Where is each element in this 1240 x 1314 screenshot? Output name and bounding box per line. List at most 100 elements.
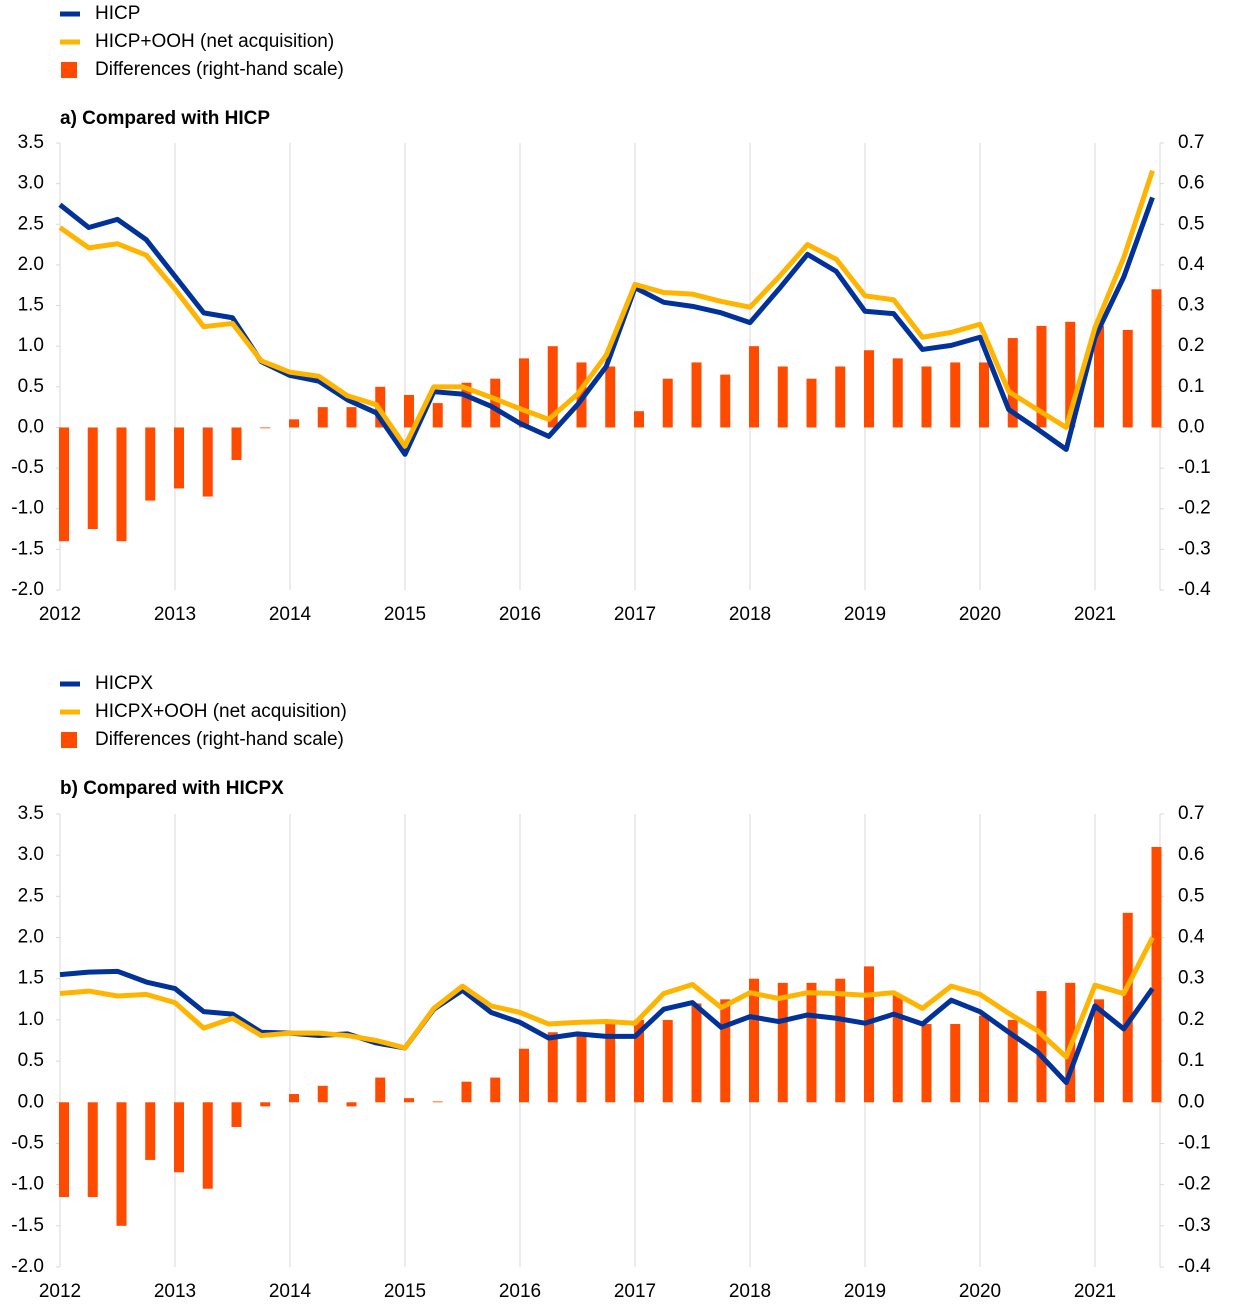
x-tick-label: 2020: [959, 1281, 1001, 1302]
bar: [777, 366, 788, 428]
bar: [662, 378, 673, 428]
x-tick-label: 2018: [729, 604, 771, 625]
y2-tick-label: 0.6: [1178, 844, 1204, 865]
bar: [174, 427, 184, 489]
y2-tick-label: 0.3: [1178, 968, 1204, 989]
bar: [87, 427, 98, 530]
y-tick-label: -1.5: [11, 1215, 44, 1236]
y-tick-label: 2.0: [18, 927, 44, 948]
bar: [289, 419, 299, 428]
bar: [59, 1102, 69, 1197]
bar: [260, 1102, 271, 1107]
legend-label: Differences (right-hand scale): [95, 59, 344, 80]
x-tick-label: 2012: [39, 604, 81, 625]
bar: [720, 374, 731, 428]
x-tick-label: 2021: [1074, 1281, 1116, 1302]
y2-tick-label: 0.2: [1178, 1009, 1204, 1030]
bar: [404, 394, 414, 428]
y2-tick-label: -0.2: [1178, 498, 1211, 519]
bar: [921, 366, 932, 428]
x-tick-label: 2021: [1074, 604, 1116, 625]
bar: [720, 999, 731, 1103]
x-tick-label: 2016: [499, 604, 541, 625]
y2-tick-label: 0.6: [1178, 173, 1204, 194]
bar: [519, 1048, 529, 1103]
bar: [892, 358, 903, 428]
line: [59, 968, 1155, 1086]
bar: [231, 1102, 242, 1127]
bar: [1122, 912, 1133, 1103]
bar: [346, 407, 357, 428]
bar: [835, 978, 846, 1103]
bar: [749, 978, 759, 1103]
y-tick-label: -1.5: [11, 538, 44, 559]
chart-title: a) Compared with HICP: [60, 108, 270, 129]
bar: [979, 362, 989, 428]
bar: [1094, 325, 1104, 428]
y2-tick-label: -0.3: [1178, 1215, 1211, 1236]
bar: [145, 1102, 156, 1160]
y2-tick-label: 0.7: [1178, 803, 1204, 824]
y2-tick-label: 0.0: [1178, 416, 1204, 437]
line: [58, 169, 1155, 449]
bar: [921, 1024, 932, 1103]
bar: [231, 427, 242, 460]
x-tick-label: 2015: [384, 1281, 426, 1302]
x-tick-label: 2016: [499, 1281, 541, 1302]
bar: [576, 362, 587, 428]
bar: [490, 378, 501, 428]
x-tick-label: 2015: [384, 604, 426, 625]
bar: [59, 427, 69, 542]
y2-tick-label: 0.3: [1178, 295, 1204, 316]
y-tick-label: 3.0: [18, 173, 44, 194]
bar: [691, 362, 702, 428]
bar: [864, 966, 874, 1103]
chart-title: b) Compared with HICPX: [60, 778, 284, 799]
x-tick-label: 2019: [844, 1281, 886, 1302]
bar: [950, 1024, 961, 1103]
line: [59, 936, 1155, 1060]
bar: [691, 1003, 702, 1103]
bar: [806, 378, 817, 428]
legend-label: HICPX+OOH (net acquisition): [95, 701, 347, 722]
bar: [547, 346, 558, 428]
y-tick-label: 1.0: [18, 1009, 44, 1030]
bar: [116, 427, 127, 542]
bar: [892, 995, 903, 1103]
y-tick-label: 2.5: [18, 213, 44, 234]
y-tick-label: 0.0: [18, 1091, 44, 1112]
y-tick-label: 1.5: [18, 295, 44, 316]
y2-tick-label: 0.7: [1178, 132, 1204, 153]
legend-label: Differences (right-hand scale): [95, 729, 344, 750]
bar: [1036, 325, 1047, 428]
y-tick-label: 0.5: [18, 376, 44, 397]
bar: [1007, 338, 1018, 428]
bar: [605, 1019, 616, 1103]
y-tick-label: 3.0: [18, 844, 44, 865]
bar: [490, 1077, 501, 1103]
bar: [87, 1102, 98, 1197]
bar: [317, 1085, 328, 1103]
bar: [950, 362, 961, 428]
legend-label: HICPX: [95, 673, 153, 694]
x-tick-label: 2013: [154, 604, 196, 625]
legend-swatch: [61, 62, 77, 78]
y-tick-label: -2.0: [11, 1256, 44, 1277]
y2-tick-label: 0.5: [1178, 213, 1204, 234]
y2-tick-label: 0.1: [1178, 376, 1204, 397]
bar: [461, 382, 472, 428]
bar: [1122, 329, 1133, 428]
y2-tick-label: -0.4: [1178, 1256, 1211, 1277]
y2-tick-label: 0.5: [1178, 885, 1204, 906]
y2-tick-label: -0.2: [1178, 1174, 1211, 1195]
y2-tick-label: -0.4: [1178, 579, 1211, 600]
y2-tick-label: 0.4: [1178, 927, 1205, 948]
bar: [432, 403, 443, 428]
x-tick-label: 2019: [844, 604, 886, 625]
bar: [289, 1094, 299, 1103]
legend-swatch: [61, 732, 77, 748]
bar: [202, 427, 213, 497]
bar: [662, 1019, 673, 1103]
bar: [979, 1015, 989, 1103]
bar: [317, 407, 328, 428]
